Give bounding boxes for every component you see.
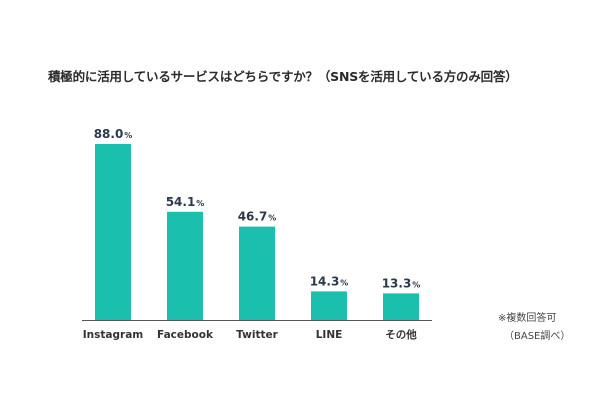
data-label-2: 46.7% [238,210,277,224]
x-tick-label-4: その他 [385,328,417,341]
x-tick-label-2: Twitter [236,329,278,341]
x-tick-label-0: Instagram [83,329,144,341]
data-label-3: 14.3% [310,274,349,288]
data-label-1: 54.1% [166,195,205,209]
x-tick-label-1: Facebook [157,329,214,341]
bar-3 [311,291,347,320]
bar-2 [239,226,275,320]
x-tick-label-3: LINE [316,329,343,341]
data-label-4: 13.3% [382,276,421,290]
note-multiple-answers: ※複数回答可 [498,313,557,324]
chart-notes: ※複数回答可 （BASE調べ） [498,310,570,346]
bar-1 [167,211,203,320]
bar-0 [95,144,131,320]
data-label-0: 88.0% [94,127,133,141]
chart-title: 積極的に活用しているサービスはどちらですか？（SNSを活用している方のみ回答） [48,69,518,84]
note-source: （BASE調べ） [504,331,571,342]
bar-4 [383,293,419,320]
